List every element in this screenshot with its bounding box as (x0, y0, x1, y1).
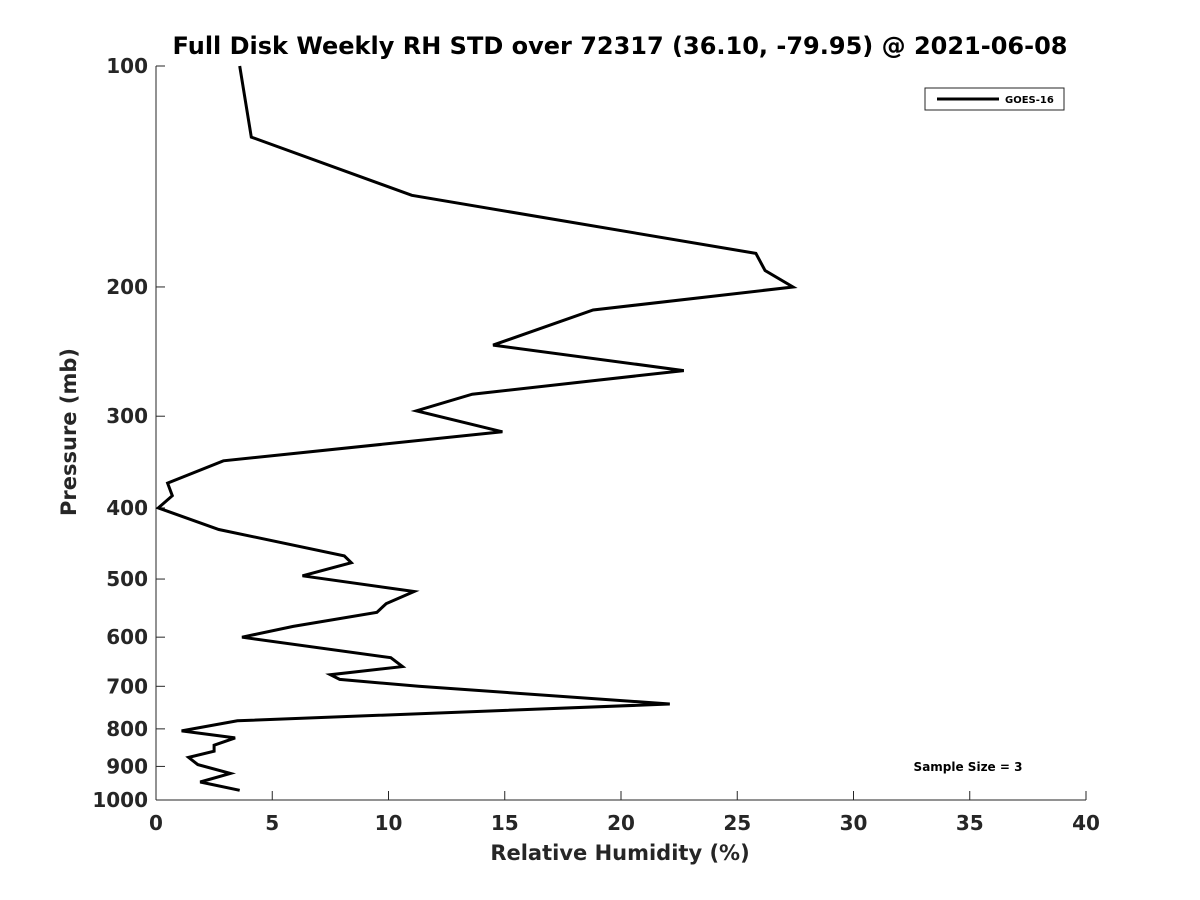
x-tick-label: 10 (375, 811, 403, 835)
y-axis-label: Pressure (mb) (57, 348, 81, 516)
y-tick-label: 200 (106, 275, 148, 299)
x-tick-label: 35 (956, 811, 984, 835)
x-axis-label: Relative Humidity (%) (490, 841, 749, 865)
y-tick-label: 600 (106, 625, 148, 649)
x-tick-label: 20 (607, 811, 635, 835)
x-tick-label: 15 (491, 811, 519, 835)
y-tick-label: 100 (106, 54, 148, 78)
legend-label-goes-16: GOES-16 (1005, 95, 1054, 106)
y-tick-label: 300 (106, 404, 148, 428)
series-layer (155, 65, 798, 792)
chart-title: Full Disk Weekly RH STD over 72317 (36.1… (173, 32, 1068, 60)
x-axis-ticks: 0 5 10 15 20 25 30 35 40 (149, 791, 1100, 835)
y-tick-label: 500 (106, 567, 148, 591)
x-tick-label: 40 (1072, 811, 1100, 835)
y-tick-label: 900 (106, 754, 148, 778)
sample-size-annotation: Sample Size = 3 (914, 760, 1023, 774)
y-axis-ticks: 100 200 300 400 500 600 700 800 900 1000 (92, 54, 165, 812)
y-tick-label: 1000 (92, 788, 148, 812)
axes-frame (155, 66, 1086, 801)
y-tick-label: 400 (106, 496, 148, 520)
x-tick-label: 5 (265, 811, 279, 835)
y-tick-label: 800 (106, 717, 148, 741)
x-tick-label: 25 (723, 811, 751, 835)
series-line-goes-16 (155, 65, 798, 792)
y-tick-label: 700 (106, 674, 148, 698)
legend: GOES-16 (924, 87, 1065, 111)
x-tick-label: 30 (840, 811, 868, 835)
x-tick-label: 0 (149, 811, 163, 835)
